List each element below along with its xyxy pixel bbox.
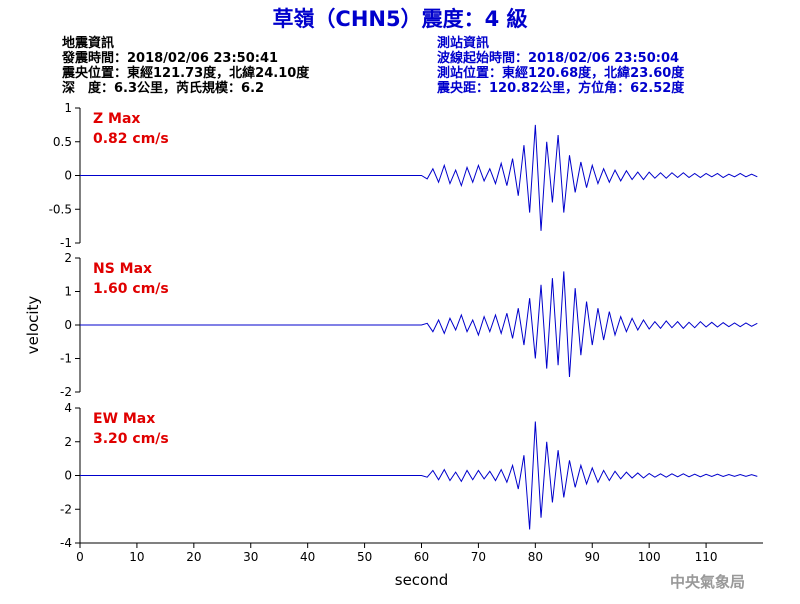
y-tick-label: -0.5 bbox=[49, 202, 72, 216]
annotation: Z Max bbox=[93, 111, 140, 127]
y-tick-label: 1 bbox=[64, 101, 72, 115]
x-tick-label: 40 bbox=[300, 550, 315, 564]
y-tick-label: 2 bbox=[64, 251, 72, 265]
info-left: 發震時間：2018/02/06 23:50:41 bbox=[61, 50, 278, 66]
info-right: 震央距：120.82公里，方位角：62.52度 bbox=[436, 80, 685, 96]
annotation: 0.82 cm/s bbox=[93, 131, 169, 147]
x-tick-label: 20 bbox=[186, 550, 201, 564]
annotation: 1.60 cm/s bbox=[93, 281, 169, 297]
y-tick-label: 1 bbox=[64, 285, 72, 299]
title: 草嶺（CHN5）震度：4 級 bbox=[272, 7, 527, 31]
y-tick-label: -4 bbox=[60, 536, 72, 550]
x-tick-label: 10 bbox=[129, 550, 144, 564]
x-tick-label: 90 bbox=[585, 550, 600, 564]
y-tick-label: 0 bbox=[64, 169, 72, 183]
x-tick-label: 0 bbox=[76, 550, 84, 564]
info-left: 地震資訊 bbox=[62, 35, 114, 51]
annotation: 3.20 cm/s bbox=[93, 431, 169, 447]
x-tick-label: 70 bbox=[471, 550, 486, 564]
y-tick-label: -1 bbox=[60, 236, 72, 250]
y-tick-label: -2 bbox=[60, 502, 72, 516]
x-tick-label: 30 bbox=[243, 550, 258, 564]
y-tick-label: 0 bbox=[64, 469, 72, 483]
footer: 中央氣象局 bbox=[670, 573, 745, 591]
annotation: NS Max bbox=[93, 261, 152, 277]
y-tick-label: 0.5 bbox=[53, 135, 72, 149]
info-right: 測站資訊 bbox=[437, 35, 489, 51]
x-tick-label: 50 bbox=[357, 550, 372, 564]
x-tick-label: 110 bbox=[695, 550, 718, 564]
x-tick-label: 60 bbox=[414, 550, 429, 564]
y-tick-label: -1 bbox=[60, 352, 72, 366]
info-right: 測站位置：東經120.68度，北緯23.60度 bbox=[437, 65, 685, 81]
info-left: 震央位置：東經121.73度，北緯24.10度 bbox=[61, 65, 310, 81]
y-tick-label: 0 bbox=[64, 318, 72, 332]
info-right: 波線起始時間：2018/02/06 23:50:04 bbox=[437, 50, 679, 66]
info-left: 深 度：6.3公里，芮氏規模：6.2 bbox=[62, 80, 264, 96]
y-tick-label: -2 bbox=[60, 385, 72, 399]
waveform bbox=[80, 124, 758, 231]
y-tick-label: 2 bbox=[64, 435, 72, 449]
x-tick-label: 80 bbox=[528, 550, 543, 564]
x-tick-label: 100 bbox=[638, 550, 661, 564]
y-axis-label: velocity bbox=[24, 296, 42, 355]
x-axis-label: second bbox=[395, 571, 449, 589]
waveform bbox=[80, 271, 758, 377]
y-tick-label: 4 bbox=[64, 401, 72, 415]
annotation: EW Max bbox=[93, 411, 155, 427]
waveform bbox=[80, 421, 758, 530]
